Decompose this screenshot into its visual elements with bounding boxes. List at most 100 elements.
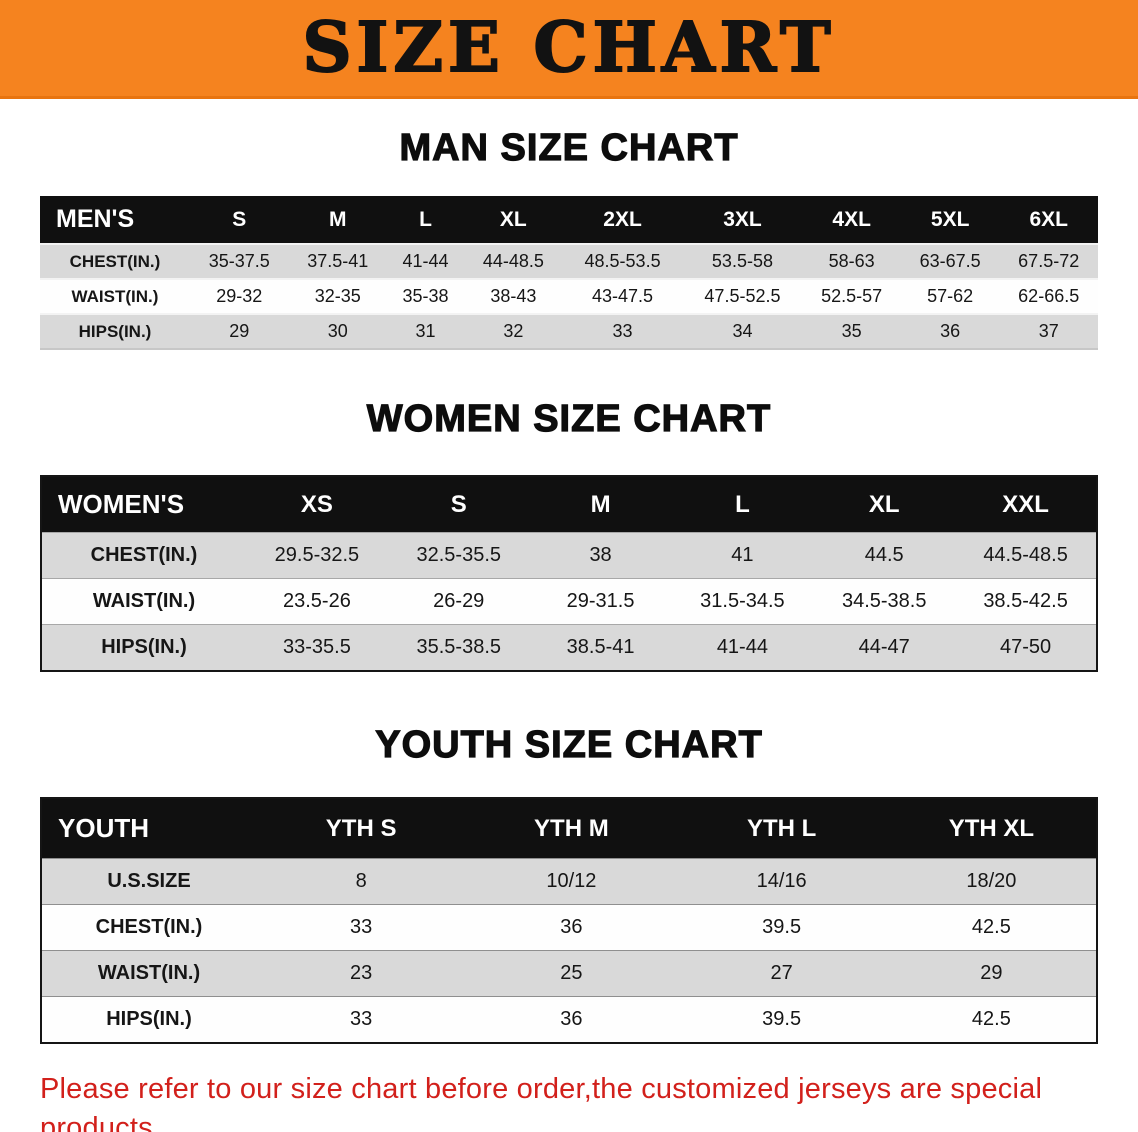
size-header-cell: S bbox=[450, 490, 467, 518]
value-cell: 63-67.5 bbox=[919, 251, 981, 271]
row-label-cell: HIPS(IN.) bbox=[78, 321, 152, 341]
value-cell: 34 bbox=[732, 321, 753, 341]
table-row: CHEST(IN.) 35-37.5 37.5-41 41-44 44-48.5 48.5… bbox=[40, 244, 1098, 279]
value-cell: 58-63 bbox=[828, 251, 875, 271]
size-header-cell: 6XL bbox=[1029, 207, 1068, 231]
size-header-cell: 4XL bbox=[832, 207, 871, 231]
value-cell: 33-35.5 bbox=[282, 636, 351, 658]
value-cell: 53.5-58 bbox=[711, 251, 773, 271]
youth-chart-heading: YOUTH SIZE CHART bbox=[375, 723, 763, 766]
table-row: U.S.SIZE 8 10/12 14/16 18/20 bbox=[41, 858, 1097, 905]
size-header-cell: M bbox=[329, 207, 347, 231]
size-header-cell: 2XL bbox=[603, 207, 642, 231]
value-cell: 41-44 bbox=[716, 636, 768, 658]
row-label-cell: U.S.SIZE bbox=[107, 870, 191, 892]
table-row: HIPS(IN.) 33 36 39.5 42.5 bbox=[41, 996, 1097, 1043]
size-header-cell: L bbox=[419, 207, 432, 231]
value-cell: 62-66.5 bbox=[1018, 286, 1080, 306]
value-cell: 33 bbox=[350, 916, 373, 938]
value-cell: 38.5-41 bbox=[566, 636, 635, 658]
row-label-cell: HIPS(IN.) bbox=[106, 1008, 192, 1030]
value-cell: 44-48.5 bbox=[482, 251, 544, 271]
value-cell: 57-62 bbox=[927, 286, 974, 306]
table-row: HIPS(IN.) 33-35.5 35.5-38.5 38.5-41 41-44 44-… bbox=[41, 624, 1097, 671]
value-cell: 10/12 bbox=[546, 870, 597, 892]
row-label-cell: WAIST(IN.) bbox=[71, 286, 159, 306]
women-size-table: WOMEN'S XS S M L XL XXL CHEST(IN.) 29.5-32.5 32.5… bbox=[40, 475, 1098, 672]
table-header-row: MEN'S S M L XL 2XL 3XL 4XL 5XL 6XL bbox=[40, 196, 1098, 244]
table-row: WAIST(IN.) 29-32 32-35 35-38 38-43 43-47.5 47.… bbox=[40, 279, 1098, 314]
value-cell: 25 bbox=[560, 962, 583, 984]
value-cell: 47.5-52.5 bbox=[704, 286, 781, 306]
value-cell: 37 bbox=[1038, 321, 1059, 341]
man-size-table: MEN'S S M L XL 2XL 3XL 4XL 5XL 6XL CHEST(IN.) 35-37… bbox=[40, 196, 1098, 350]
value-cell: 23 bbox=[350, 962, 373, 984]
value-cell: 41-44 bbox=[402, 251, 449, 271]
value-cell: 27 bbox=[770, 962, 793, 984]
size-header-cell: S bbox=[232, 207, 247, 231]
value-cell: 32.5-35.5 bbox=[416, 544, 501, 566]
value-cell: 29 bbox=[980, 962, 1003, 984]
value-cell: 35-37.5 bbox=[208, 251, 270, 271]
youth-size-chart-section: YOUTH SIZE CHART YOUTH YTH S YTH M YTH L YTH… bbox=[0, 723, 1138, 1044]
man-chart-heading: MAN SIZE CHART bbox=[399, 126, 739, 169]
value-cell: 29.5-32.5 bbox=[274, 544, 360, 566]
table-title-cell: MEN'S bbox=[56, 205, 135, 233]
value-cell: 33 bbox=[350, 1008, 373, 1030]
value-cell: 52.5-57 bbox=[821, 286, 883, 306]
value-cell: 23.5-26 bbox=[282, 590, 351, 612]
value-cell: 39.5 bbox=[762, 916, 802, 938]
size-header-cell: XXL bbox=[1002, 490, 1049, 518]
value-cell: 26-29 bbox=[433, 590, 485, 612]
table-row: WAIST(IN.) 23 25 27 29 bbox=[41, 950, 1097, 997]
value-cell: 35-38 bbox=[402, 286, 449, 306]
value-cell: 32-35 bbox=[314, 286, 361, 306]
disclaimer-line-1: Please refer to our size chart before or… bbox=[40, 1073, 1043, 1132]
value-cell: 37.5-41 bbox=[307, 251, 369, 271]
value-cell: 67.5-72 bbox=[1018, 251, 1080, 271]
size-header-cell: M bbox=[590, 490, 611, 518]
women-chart-heading: WOMEN SIZE CHART bbox=[366, 397, 772, 440]
table-header-row: WOMEN'S XS S M L XL XXL bbox=[41, 476, 1097, 533]
value-cell: 35.5-38.5 bbox=[416, 636, 501, 658]
size-header-cell: YTH S bbox=[325, 814, 397, 842]
value-cell: 8 bbox=[355, 870, 367, 892]
value-cell: 43-47.5 bbox=[592, 286, 654, 306]
table-row: CHEST(IN.) 33 36 39.5 42.5 bbox=[41, 904, 1097, 951]
table-title-cell: WOMEN'S bbox=[58, 489, 185, 519]
size-header-cell: XL bbox=[499, 207, 527, 231]
row-label-cell: CHEST(IN.) bbox=[95, 916, 203, 938]
value-cell: 33 bbox=[612, 321, 633, 341]
value-cell: 18/20 bbox=[966, 870, 1017, 892]
size-header-cell: 5XL bbox=[930, 207, 970, 231]
value-cell: 29 bbox=[229, 321, 250, 341]
value-cell: 32 bbox=[503, 321, 524, 341]
value-cell: 48.5-53.5 bbox=[584, 251, 661, 271]
table-header-row: YOUTH YTH S YTH M YTH L YTH XL bbox=[41, 798, 1097, 859]
women-size-chart-section: WOMEN SIZE CHART WOMEN'S XS S M L XL XXL CHEST(… bbox=[0, 397, 1138, 672]
value-cell: 42.5 bbox=[971, 1008, 1011, 1030]
table-row: CHEST(IN.) 29.5-32.5 32.5-35.5 38 41 44.5 44.5… bbox=[41, 532, 1097, 579]
value-cell: 14/16 bbox=[756, 870, 807, 892]
size-header-cell: L bbox=[735, 490, 750, 518]
banner-title: SIZE CHART bbox=[301, 8, 836, 88]
value-cell: 36 bbox=[560, 1008, 583, 1030]
value-cell: 29-31.5 bbox=[566, 590, 635, 612]
value-cell: 44-47 bbox=[858, 636, 910, 658]
table-row: WAIST(IN.) 23.5-26 26-29 29-31.5 31.5-34.5 34… bbox=[41, 578, 1097, 625]
value-cell: 39.5 bbox=[762, 1008, 802, 1030]
value-cell: 29-32 bbox=[216, 286, 263, 306]
value-cell: 44.5 bbox=[864, 544, 904, 566]
value-cell: 31.5-34.5 bbox=[700, 590, 785, 612]
value-cell: 38 bbox=[589, 544, 612, 566]
row-label-cell: CHEST(IN.) bbox=[69, 251, 161, 271]
value-cell: 41 bbox=[731, 544, 754, 566]
table-row: HIPS(IN.) 29 30 31 32 33 34 35 36 37 bbox=[40, 314, 1098, 349]
size-header-cell: XL bbox=[868, 490, 900, 518]
size-header-cell: XS bbox=[300, 490, 333, 518]
row-label-cell: HIPS(IN.) bbox=[101, 636, 187, 658]
man-size-chart-section: MAN SIZE CHART MEN'S S M L XL 2XL 3XL 4XL 5XL 6XL… bbox=[0, 126, 1138, 350]
size-header-cell: YTH L bbox=[746, 814, 817, 842]
value-cell: 36 bbox=[940, 321, 961, 341]
